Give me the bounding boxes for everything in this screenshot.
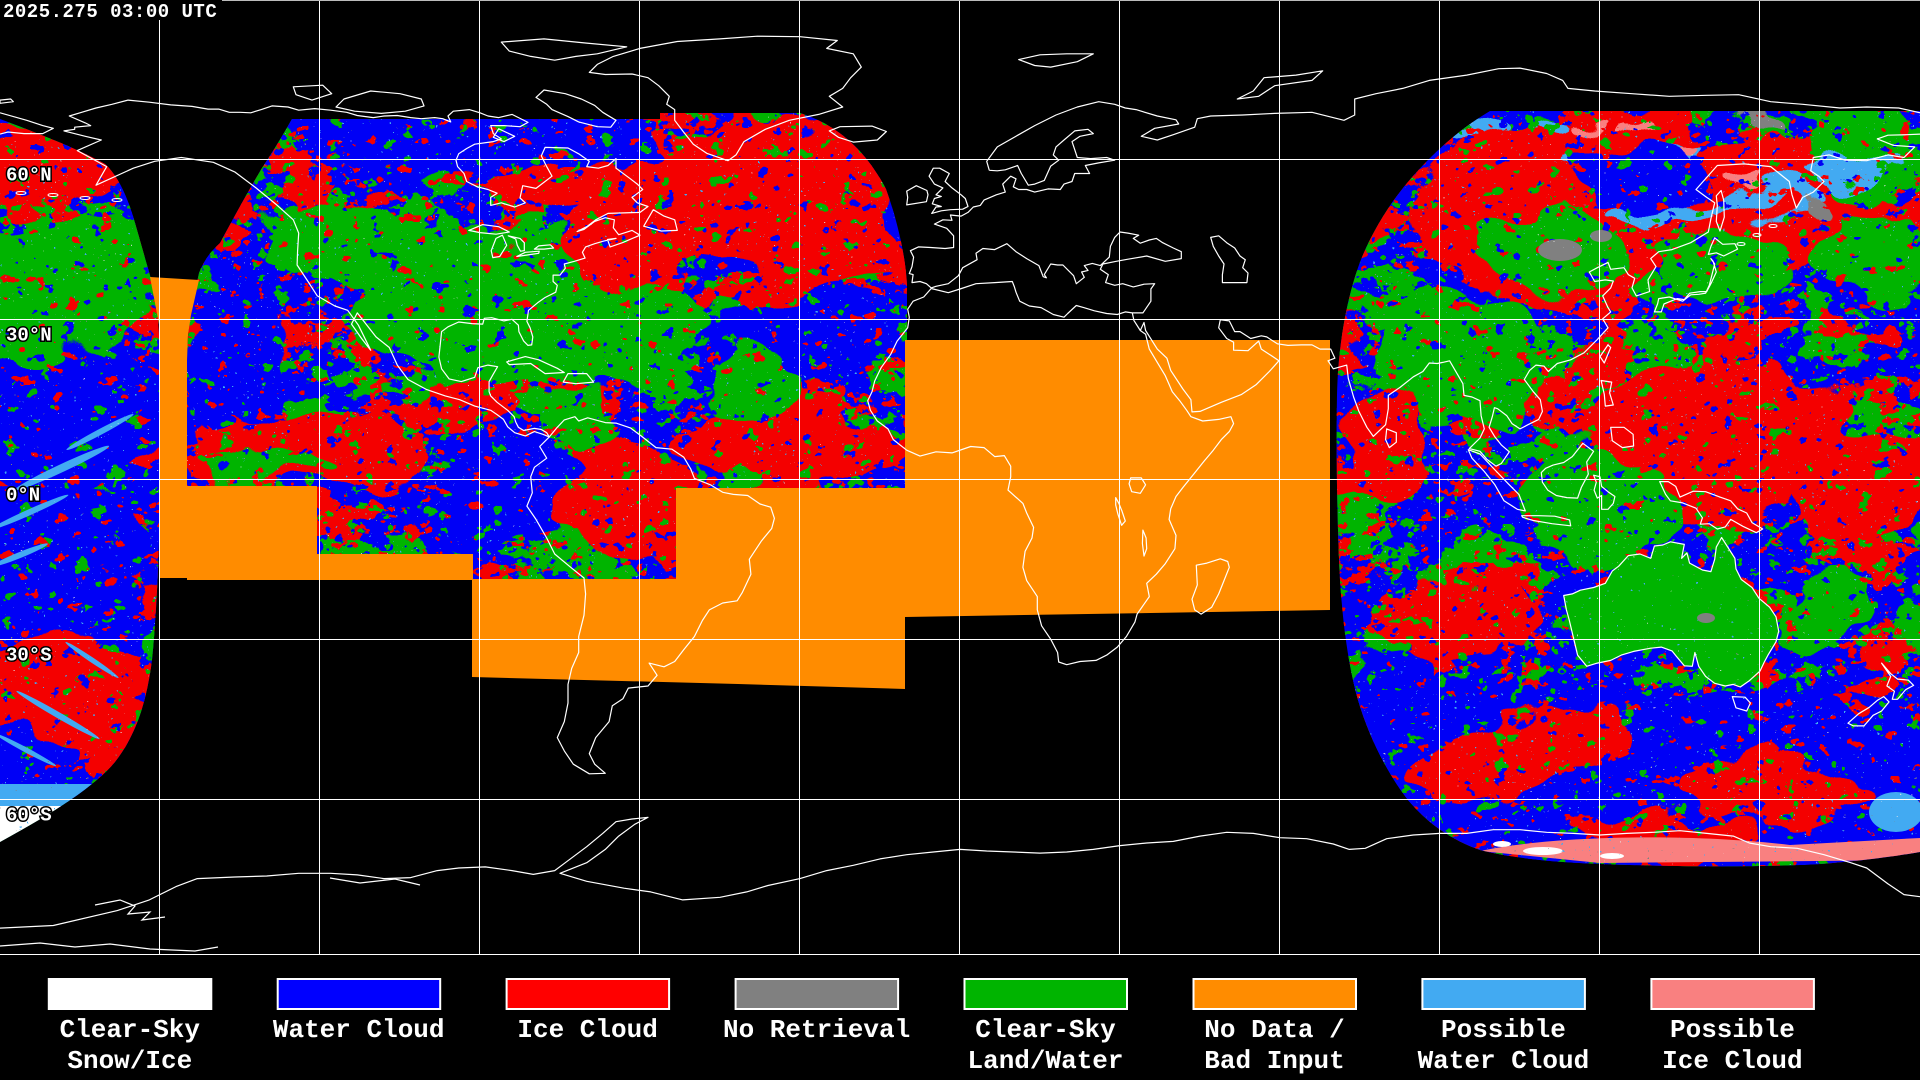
svg-text:0°N: 0°N: [6, 485, 40, 507]
svg-text:30°N: 30°N: [6, 325, 52, 347]
svg-text:Snow/Ice: Snow/Ice: [67, 1046, 192, 1076]
svg-text:Ice Cloud: Ice Cloud: [1662, 1046, 1802, 1076]
svg-text:Ice Cloud: Ice Cloud: [517, 1015, 657, 1045]
svg-text:No Data /: No Data /: [1204, 1015, 1344, 1045]
svg-text:Water Cloud: Water Cloud: [273, 1015, 445, 1045]
svg-text:Land/Water: Land/Water: [967, 1046, 1123, 1076]
svg-text:2025.275 03:00 UTC: 2025.275 03:00 UTC: [3, 1, 217, 23]
svg-text:30°S: 30°S: [6, 645, 52, 667]
svg-text:Water Cloud: Water Cloud: [1418, 1046, 1590, 1076]
svg-text:Bad Input: Bad Input: [1204, 1046, 1344, 1076]
svg-text:Clear-Sky: Clear-Sky: [60, 1015, 201, 1045]
svg-text:Possible: Possible: [1441, 1015, 1566, 1045]
svg-text:No Retrieval: No Retrieval: [723, 1015, 910, 1045]
svg-text:Possible: Possible: [1670, 1015, 1795, 1045]
svg-text:60°N: 60°N: [6, 165, 52, 187]
svg-text:Clear-Sky: Clear-Sky: [975, 1015, 1116, 1045]
svg-text:60°S: 60°S: [6, 805, 52, 827]
